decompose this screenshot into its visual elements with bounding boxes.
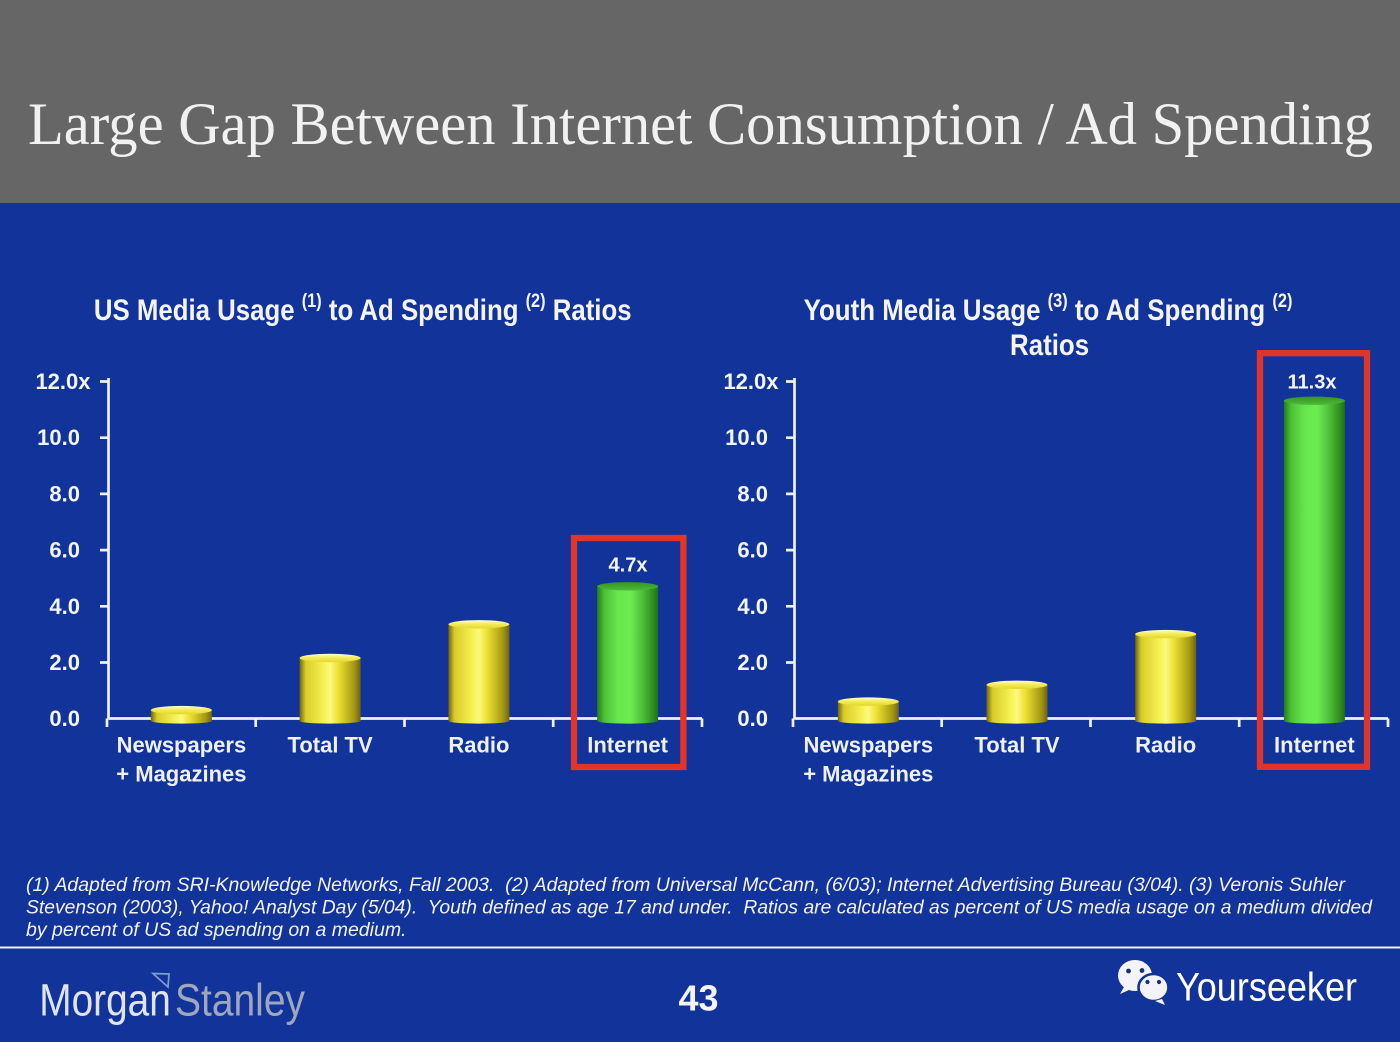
svg-text:0.0: 0.0: [737, 706, 768, 731]
svg-text:Ratios: Ratios: [1010, 328, 1089, 361]
svg-text:8.0: 8.0: [49, 481, 80, 506]
svg-text:(1) Adapted from SRI-Knowledge: (1) Adapted from SRI-Knowledge Networks,…: [26, 874, 1346, 896]
svg-text:43: 43: [678, 978, 718, 1019]
svg-text:Radio: Radio: [1135, 733, 1196, 758]
svg-text:0.0: 0.0: [49, 706, 80, 731]
svg-text:Yourseeker: Yourseeker: [1176, 966, 1357, 1010]
svg-text:by percent of US ad spending o: by percent of US ad spending on a medium…: [26, 919, 406, 941]
svg-text:+ Magazines: + Magazines: [116, 762, 246, 787]
svg-text:6.0: 6.0: [737, 538, 768, 563]
svg-text:Newspapers: Newspapers: [803, 733, 933, 758]
svg-text:10.0: 10.0: [37, 425, 80, 450]
svg-text:+ Magazines: + Magazines: [803, 762, 933, 787]
svg-text:11.3x: 11.3x: [1288, 372, 1337, 394]
svg-text:Total TV: Total TV: [288, 733, 373, 758]
svg-text:Large Gap Between Internet Con: Large Gap Between Internet Consumption /…: [28, 91, 1373, 157]
svg-text:Stevenson (2003), Yahoo! Analy: Stevenson (2003), Yahoo! Analyst Day (5/…: [26, 897, 1373, 919]
svg-text:4.7x: 4.7x: [609, 555, 648, 577]
svg-text:4.0: 4.0: [49, 594, 80, 619]
svg-text:US Media Usage (1) to Ad Spend: US Media Usage (1) to Ad Spending (2) Ra…: [94, 290, 632, 327]
svg-text:2.0: 2.0: [737, 650, 768, 675]
svg-text:12.0x: 12.0x: [35, 369, 91, 394]
svg-text:Newspapers: Newspapers: [117, 733, 247, 758]
svg-text:4.0: 4.0: [737, 594, 768, 619]
svg-text:6.0: 6.0: [49, 538, 80, 563]
svg-text:Radio: Radio: [448, 733, 509, 758]
svg-text:Morgan: Morgan: [39, 974, 171, 1025]
svg-text:Internet: Internet: [1274, 733, 1355, 758]
svg-text:Youth Media Usage (3) to Ad Sp: Youth Media Usage (3) to Ad Spending (2): [804, 290, 1293, 327]
svg-text:8.0: 8.0: [737, 481, 768, 506]
svg-text:Stanley: Stanley: [175, 974, 305, 1025]
svg-text:2.0: 2.0: [49, 650, 80, 675]
svg-text:10.0: 10.0: [725, 425, 768, 450]
svg-text:12.0x: 12.0x: [723, 369, 779, 394]
svg-text:Internet: Internet: [587, 733, 668, 758]
svg-text:Total TV: Total TV: [974, 733, 1059, 758]
